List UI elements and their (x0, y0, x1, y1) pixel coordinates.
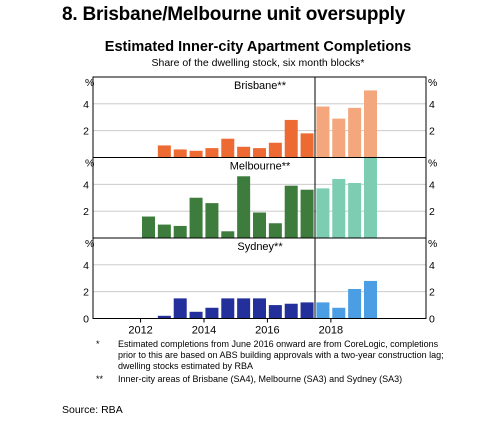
chart-panels: % % 2 2 4 4 Brisbane**% % 2 2 4 4 Melbourne**% % 0 0 2 2 4… (83, 76, 437, 337)
bar (268, 305, 282, 319)
y-tick-label: 2 (83, 206, 89, 218)
bar (252, 148, 267, 158)
unit-label: % (428, 158, 437, 170)
y-tick-label: 4 (83, 179, 89, 191)
bar-estimated (316, 106, 330, 158)
bar-estimated (332, 178, 346, 238)
bar (205, 203, 219, 238)
bar (157, 315, 171, 319)
bar-estimated (348, 288, 362, 319)
bar (284, 303, 298, 319)
bar (189, 311, 203, 319)
footnote-text: Estimated completions from June 2016 onw… (118, 339, 444, 371)
bar (205, 148, 219, 158)
bar (284, 119, 298, 158)
chart-subtitle: Share of the dwelling stock, six month b… (151, 57, 364, 69)
bar-estimated (332, 307, 346, 319)
bar (237, 298, 251, 319)
unit-label: % (85, 77, 94, 89)
bar (189, 197, 203, 238)
footnote-text: Inner-city areas of Brisbane (SA4), Melb… (118, 374, 403, 384)
y-tick-label: 2 (429, 287, 435, 299)
bar-estimated (316, 188, 330, 238)
bar-estimated (363, 280, 378, 319)
footnotes: * Estimated completions from June 2016 o… (96, 339, 452, 387)
y-tick-label: 2 (429, 206, 435, 218)
bar (173, 298, 187, 319)
bar (173, 225, 187, 238)
y-tick-label: 2 (429, 126, 435, 138)
bar (252, 298, 267, 319)
y-tick-label: 0 (83, 314, 89, 326)
bar (157, 145, 171, 158)
y-tick-label: 0 (429, 314, 435, 326)
bar-estimated (348, 107, 362, 158)
y-tick-label: 4 (429, 260, 435, 272)
bar-estimated (363, 157, 378, 238)
bar (141, 216, 156, 238)
x-tick-label: 2016 (255, 325, 279, 337)
y-tick-label: 4 (83, 99, 89, 111)
bar (221, 298, 235, 319)
unit-label: % (85, 158, 94, 170)
bar (221, 231, 235, 238)
footnote-mark: * (96, 339, 100, 349)
bar (300, 302, 314, 319)
source-note: Source: RBA (62, 404, 123, 416)
bar (189, 150, 203, 158)
y-tick-label: 4 (429, 179, 435, 191)
bar (268, 223, 282, 238)
x-tick-label: 2012 (128, 325, 152, 337)
unit-label: % (428, 238, 437, 250)
panel-label: Brisbane** (234, 80, 287, 92)
footnote: ** Inner-city areas of Brisbane (SA4), M… (96, 374, 452, 385)
slide-title: 8. Brisbane/Melbourne unit oversupply (62, 4, 406, 25)
bar (221, 138, 235, 158)
bar (284, 185, 298, 238)
y-tick-label: 2 (83, 126, 89, 138)
footnote: * Estimated completions from June 2016 o… (96, 339, 452, 372)
bar (205, 307, 219, 319)
chart-title: Estimated Inner-city Apartment Completio… (105, 39, 411, 55)
y-tick-label: 2 (83, 287, 89, 299)
footnote-mark: ** (96, 374, 104, 384)
bar-estimated (332, 118, 346, 158)
bar (237, 146, 251, 158)
bar-estimated (363, 90, 378, 158)
bar (268, 142, 282, 158)
bar (157, 224, 171, 238)
unit-label: % (85, 238, 94, 250)
y-tick-label: 4 (83, 260, 89, 272)
x-tick-label: 2018 (319, 325, 343, 337)
panel-frame (92, 237, 427, 319)
bar (173, 149, 187, 158)
bar (252, 212, 267, 238)
bar (237, 176, 251, 238)
y-tick-label: 4 (429, 99, 435, 111)
panel-label: Melbourne** (230, 161, 291, 173)
bar-estimated (316, 302, 330, 319)
bar (300, 133, 314, 158)
unit-label: % (428, 77, 437, 89)
bar (300, 189, 314, 238)
x-tick-label: 2014 (192, 325, 216, 337)
panel-label: Sydney** (237, 241, 283, 253)
bar-estimated (348, 182, 362, 238)
